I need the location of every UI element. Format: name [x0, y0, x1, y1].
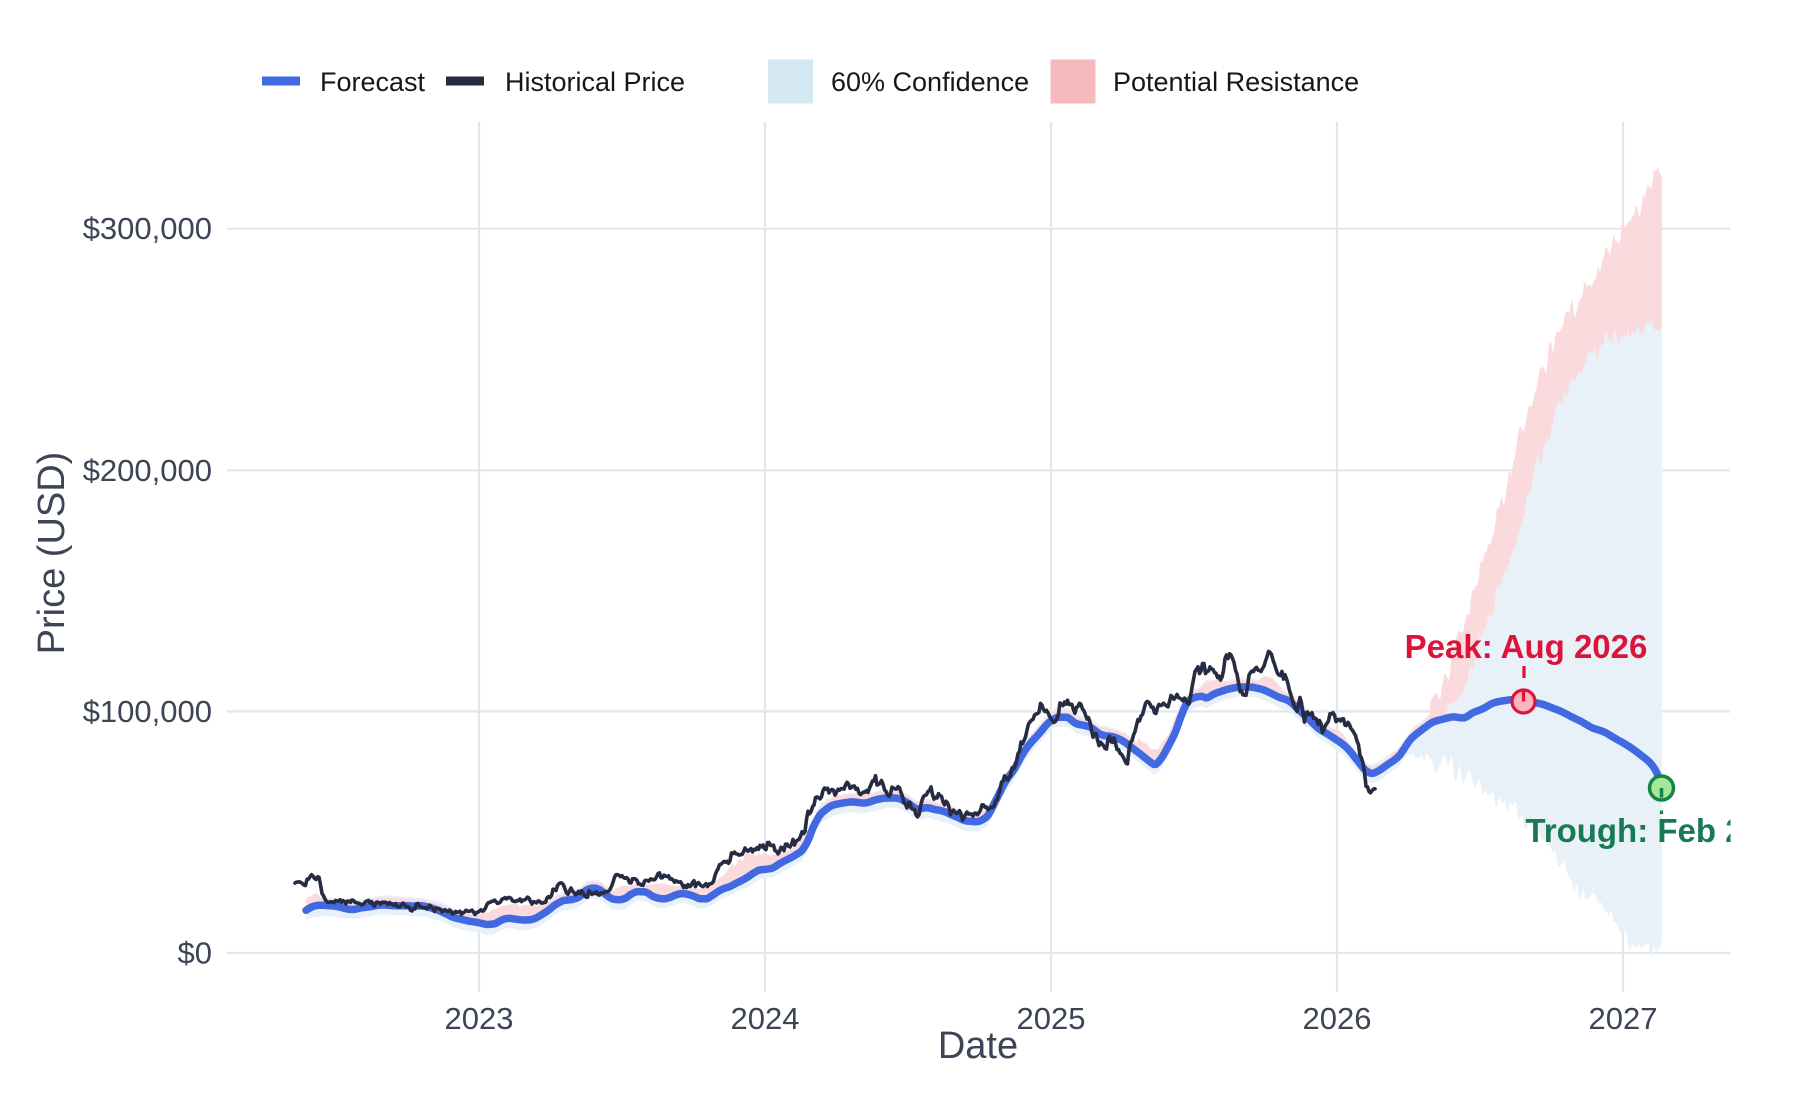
svg-text:2023: 2023: [445, 1001, 514, 1036]
svg-text:$300,000: $300,000: [83, 211, 212, 246]
svg-text:Date: Date: [938, 1025, 1018, 1067]
svg-text:$200,000: $200,000: [83, 453, 212, 488]
svg-text:Historical Price: Historical Price: [505, 67, 685, 97]
svg-text:2025: 2025: [1017, 1001, 1086, 1036]
svg-text:Forecast: Forecast: [320, 67, 426, 97]
svg-text:2026: 2026: [1303, 1001, 1372, 1036]
svg-text:Peak: Aug 2026: Peak: Aug 2026: [1405, 628, 1648, 665]
svg-text:$100,000: $100,000: [83, 694, 212, 729]
svg-text:Potential Resistance: Potential Resistance: [1113, 67, 1359, 97]
svg-text:2024: 2024: [731, 1001, 800, 1036]
svg-text:Price (USD): Price (USD): [31, 452, 73, 655]
svg-text:2027: 2027: [1589, 1001, 1658, 1036]
svg-text:60% Confidence: 60% Confidence: [831, 67, 1029, 97]
svg-text:Trough: Feb 2027: Trough: Feb 2027: [1525, 812, 1798, 849]
svg-text:$0: $0: [178, 936, 212, 971]
